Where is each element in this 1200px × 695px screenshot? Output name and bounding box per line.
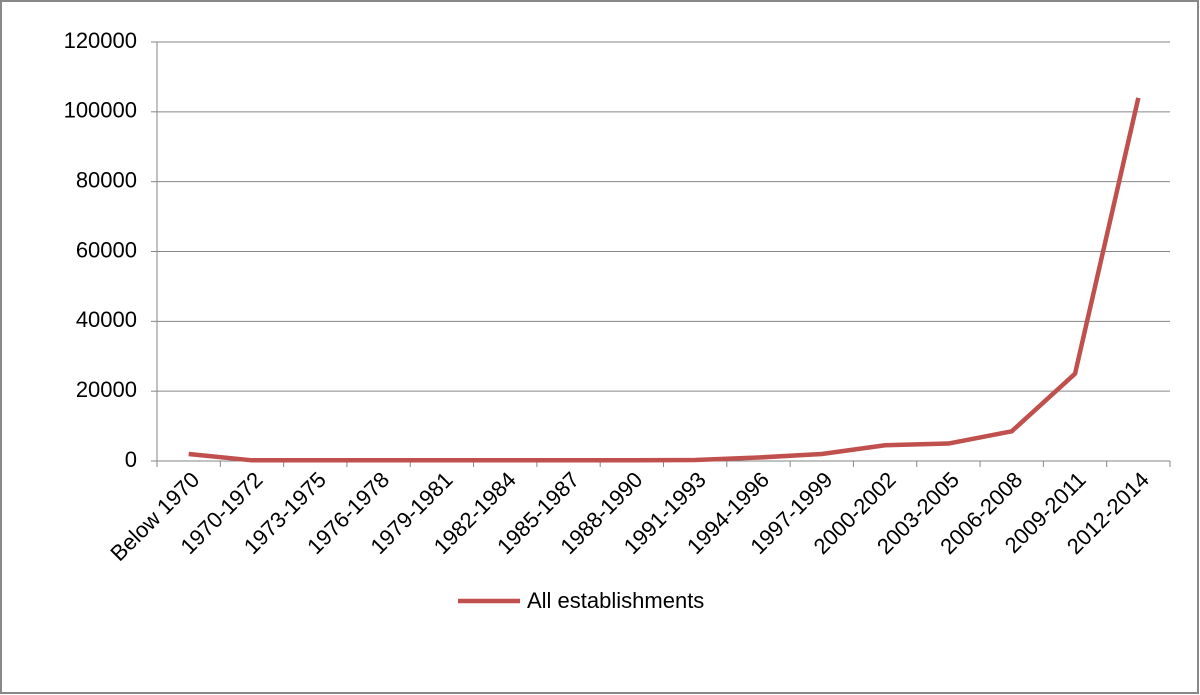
line-series bbox=[188, 97, 1141, 463]
y-tick-label: 40000 bbox=[76, 307, 137, 332]
y-tick-label: 80000 bbox=[76, 167, 137, 192]
legend-label: All establishments bbox=[527, 588, 704, 613]
y-tick-label: 0 bbox=[125, 447, 137, 472]
y-tick-label: 120000 bbox=[64, 28, 137, 53]
y-tick-label: 100000 bbox=[64, 98, 137, 123]
y-tick-label: 60000 bbox=[76, 237, 137, 262]
y-tick-label: 20000 bbox=[76, 377, 137, 402]
